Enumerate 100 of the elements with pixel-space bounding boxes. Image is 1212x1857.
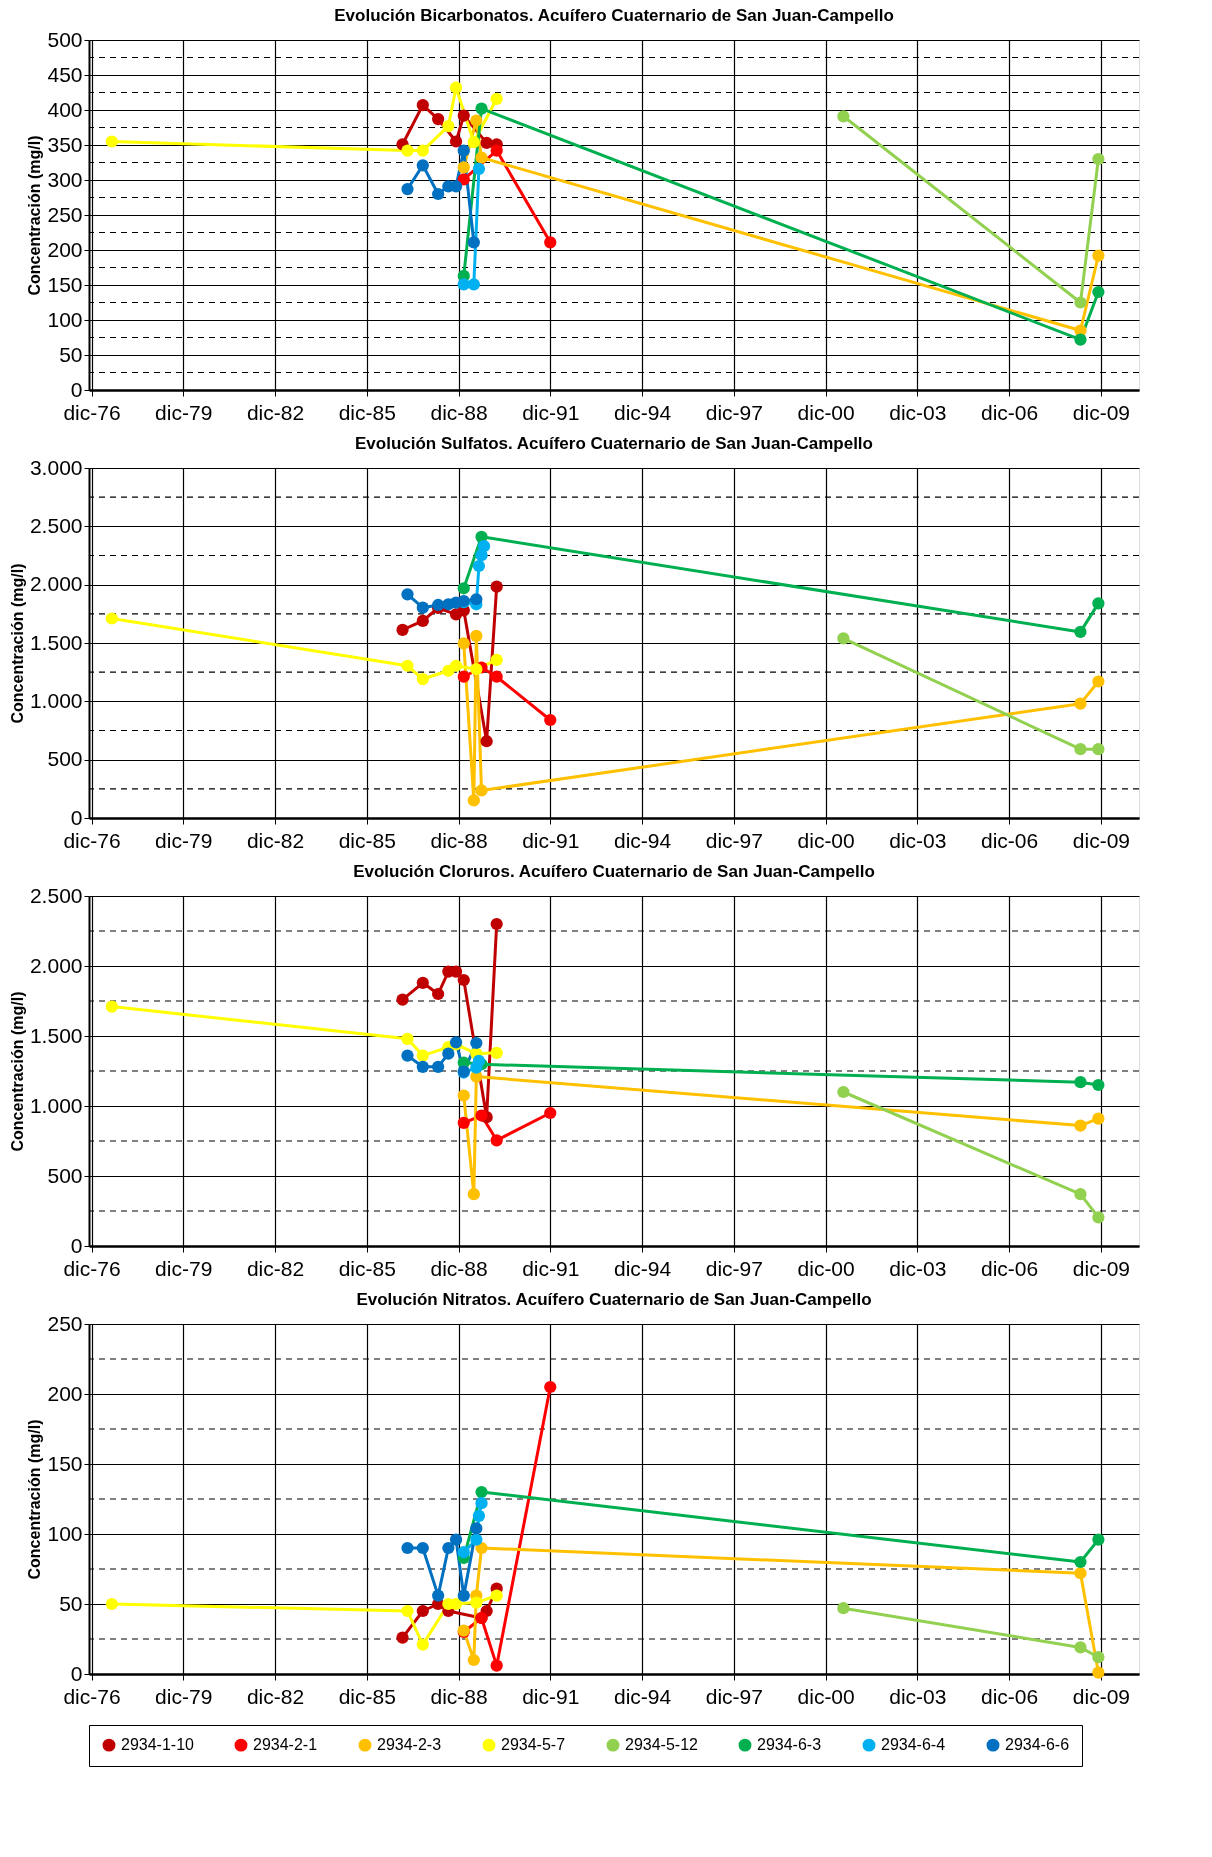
x-tick-label: dic-85 [338,1684,396,1708]
point [457,109,470,122]
point [457,161,470,174]
point [416,1060,429,1073]
point [1092,1112,1105,1125]
x-tick-label: dic-79 [155,828,213,852]
y-tick-label: 350 [47,132,83,156]
point [401,1049,414,1062]
point [457,1589,470,1602]
legend-label: 2934-2-1 [253,1736,318,1754]
x-tick-label: dic-79 [155,1684,213,1708]
y-tick-label: 100 [47,1521,83,1545]
point [837,632,850,645]
point [544,1106,557,1120]
y-tick-label: 1.000 [29,688,83,712]
x-tick-label: dic-94 [613,828,672,852]
point [105,1000,118,1013]
point [449,81,463,94]
point [475,784,488,797]
point [1092,152,1105,166]
x-tick-label: dic-76 [63,1256,121,1280]
x-tick-label: dic-06 [981,1256,1039,1280]
x-tick-label: dic-00 [797,1256,855,1280]
point [467,278,480,291]
x-tick-label: dic-03 [889,828,947,852]
legend-label: 2934-6-4 [881,1736,946,1754]
y-tick-label: 250 [47,1311,83,1335]
point [1092,743,1105,756]
point [457,670,470,683]
x-tick-label: dic-97 [705,828,763,852]
point [544,1380,557,1394]
y-tick-label: 200 [47,237,83,261]
x-tick-label: dic-06 [981,400,1039,424]
point [1074,697,1087,710]
point [396,1631,409,1644]
x-tick-label: dic-82 [246,400,305,424]
point [490,144,503,157]
point [475,1485,488,1499]
point [432,1060,445,1073]
chart-title: Evolución Sulfatos. Acuífero Cuaternario de San Juan-Campello [355,434,873,453]
point [1092,597,1105,610]
y-axis-title: Concentración (mg/l) [8,563,26,724]
point [105,135,118,148]
legend-label: 2934-5-12 [625,1736,699,1754]
point [457,637,470,650]
x-tick-label: dic-91 [522,1256,580,1280]
point [457,173,470,186]
x-tick-label: dic-91 [522,828,580,852]
y-tick-label: 0 [70,805,83,829]
y-tick-label: 1.500 [29,1023,83,1047]
point [490,92,503,105]
point [416,159,429,172]
x-tick-label: dic-76 [63,828,121,852]
point [470,1533,483,1546]
y-tick-label: 500 [47,1163,83,1187]
x-tick-label: dic-88 [430,1684,488,1708]
x-tick-label: dic-97 [705,1684,763,1708]
point [401,1032,414,1045]
y-tick-label: 100 [47,307,83,331]
point [475,1497,488,1510]
y-tick-label: 200 [47,1381,83,1405]
point [396,993,409,1006]
point [449,659,463,672]
point [477,540,491,553]
x-tick-label: dic-88 [430,828,488,852]
point [490,653,503,666]
point [470,1596,483,1609]
x-tick-label: dic-94 [613,400,672,424]
point [442,1047,455,1060]
point [401,182,414,196]
point [490,1046,503,1059]
y-tick-label: 2.500 [29,883,83,907]
x-tick-label: dic-00 [797,828,855,852]
y-tick-label: 400 [47,97,83,121]
point [475,1109,488,1122]
point [472,559,486,573]
point [1074,1641,1087,1654]
legend-label: 2934-1-10 [121,1736,195,1754]
y-tick-label: 3.000 [29,455,83,479]
x-tick-label: dic-79 [155,400,213,424]
y-tick-label: 250 [47,202,83,226]
point [1074,625,1087,639]
x-tick-label: dic-76 [63,1684,121,1708]
point [1092,1211,1105,1224]
y-tick-label: 2.500 [29,513,83,537]
point [472,1054,486,1068]
x-tick-label: dic-09 [1072,1684,1130,1708]
point [416,1049,429,1062]
x-tick-label: dic-09 [1072,1256,1130,1280]
point [475,102,488,115]
y-tick-label: 150 [47,272,83,296]
point [472,162,486,175]
x-tick-label: dic-06 [981,1684,1039,1708]
point [470,114,483,127]
y-tick-label: 0 [70,377,83,401]
point [457,1116,470,1129]
y-tick-label: 450 [47,62,83,86]
point [416,601,429,614]
point [401,144,414,157]
y-tick-label: 500 [47,747,83,771]
